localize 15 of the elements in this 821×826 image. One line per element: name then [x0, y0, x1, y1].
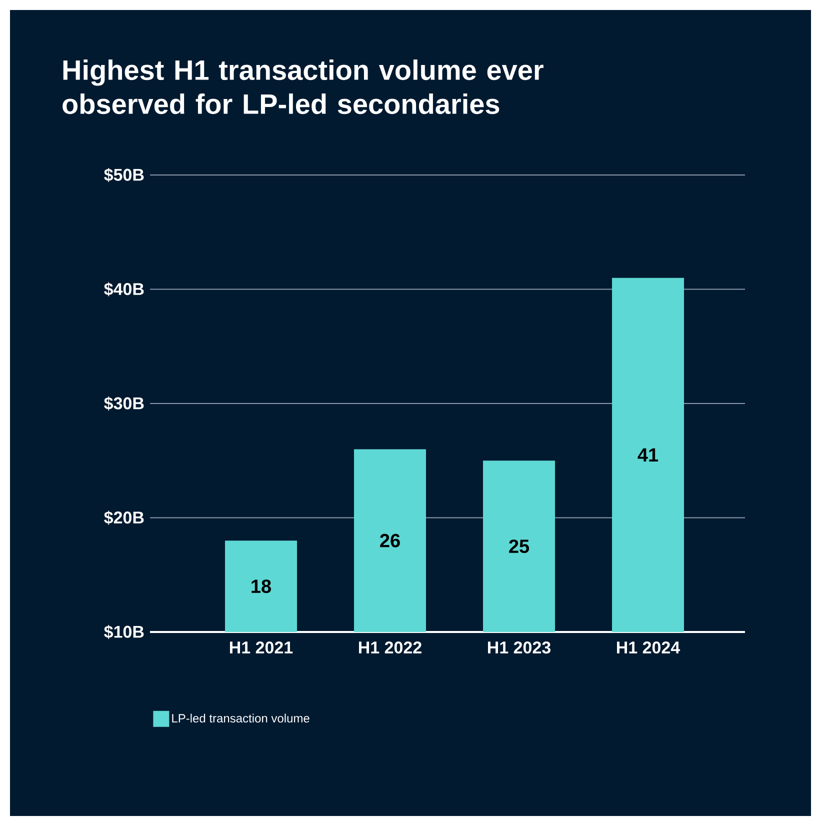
y-tick-label: $10B	[104, 625, 144, 639]
data-label: 25	[509, 540, 530, 554]
data-label: 26	[380, 534, 400, 548]
x-tick-label: H1 2021	[230, 642, 293, 654]
y-tick-label: $40B	[104, 282, 144, 296]
chart-title: Highest H1 transaction volume ever observed for LP-led secondaries	[62, 60, 544, 114]
x-tick-label: H1 2024	[617, 642, 680, 654]
y-tick-label: $30B	[104, 396, 144, 410]
x-tick-label: H1 2022	[359, 642, 422, 654]
data-label: 41	[638, 448, 658, 462]
y-tick-label: $20B	[104, 510, 144, 525]
legend-label: LP-led transaction volume	[172, 714, 310, 723]
data-label: 18	[252, 580, 271, 594]
y-tick-label: $50B	[104, 168, 144, 182]
x-tick-label: H1 2023	[488, 642, 550, 654]
